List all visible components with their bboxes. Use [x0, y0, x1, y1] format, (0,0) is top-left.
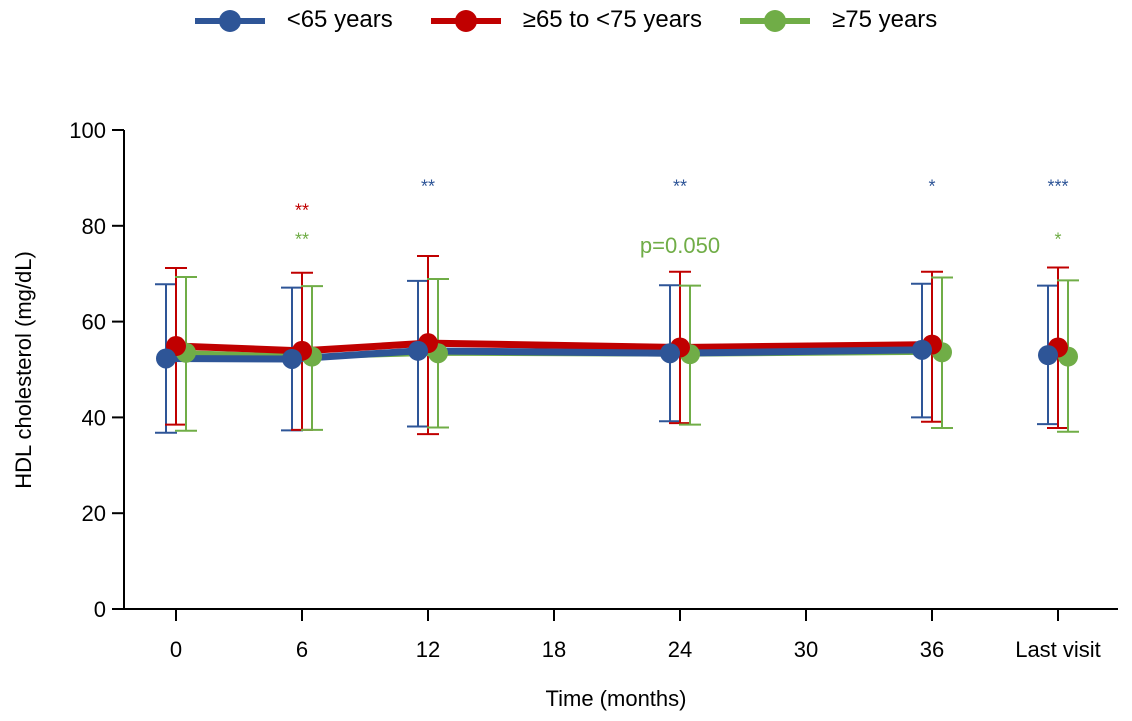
legend-label-75-plus: ≥75 years: [832, 6, 938, 33]
data-point: [408, 340, 428, 361]
x-tick-label: 6: [296, 637, 308, 662]
x-axis-label: Time (months): [546, 686, 687, 711]
x-tick-label: 12: [416, 637, 440, 662]
tick-group: 0 20 40 60 80 100 0 6 12 18 24 30 36 Last visit: [69, 118, 1101, 662]
legend-item-under-65: <65 years: [194, 6, 393, 34]
y-tick-label: 100: [69, 118, 106, 143]
significance-label: **: [295, 229, 309, 249]
x-tick-label: 30: [794, 637, 818, 662]
y-tick-label: 60: [82, 310, 106, 335]
significance-label: *: [1054, 229, 1061, 249]
significance-annotations: ****** **p=0.050* ****: [295, 177, 1069, 258]
data-points: [156, 333, 1078, 369]
data-point: [156, 348, 176, 369]
axes: [123, 130, 1118, 610]
y-tick-label: 0: [94, 597, 106, 622]
y-axis-label: HDL cholesterol (mg/dL): [11, 251, 36, 489]
significance-label: *: [928, 177, 935, 197]
legend-item-65-to-75: ≥65 to <75 years: [430, 6, 703, 34]
legend-item-75-plus: ≥75 years: [740, 6, 937, 34]
significance-label: **: [421, 177, 435, 197]
chart-legend: <65 years ≥65 to <75 years ≥75 years: [0, 6, 1132, 34]
x-tick-label: 36: [920, 637, 944, 662]
y-tick-label: 80: [82, 214, 106, 239]
error-bars: [155, 254, 1079, 436]
data-point: [282, 348, 302, 369]
significance-label: **: [295, 201, 309, 221]
x-tick-label: 18: [542, 637, 566, 662]
legend-swatch-under-65: [194, 6, 265, 34]
legend-swatch-75-plus: [740, 6, 811, 34]
x-tick-label: 0: [170, 637, 182, 662]
data-point: [912, 339, 932, 360]
x-tick-label: Last visit: [1015, 637, 1101, 662]
x-tick-label: 24: [668, 637, 692, 662]
significance-label: p=0.050: [640, 233, 720, 258]
legend-label-65-to-75: ≥65 to <75 years: [522, 6, 703, 33]
y-tick-label: 20: [82, 501, 106, 526]
legend-swatch-65-to-75: [430, 6, 501, 34]
legend-label-under-65: <65 years: [286, 6, 393, 33]
significance-label: **: [673, 177, 687, 197]
data-point: [660, 343, 680, 364]
y-tick-label: 40: [82, 405, 106, 430]
data-point: [1038, 345, 1058, 366]
significance-label: ***: [1047, 177, 1068, 197]
